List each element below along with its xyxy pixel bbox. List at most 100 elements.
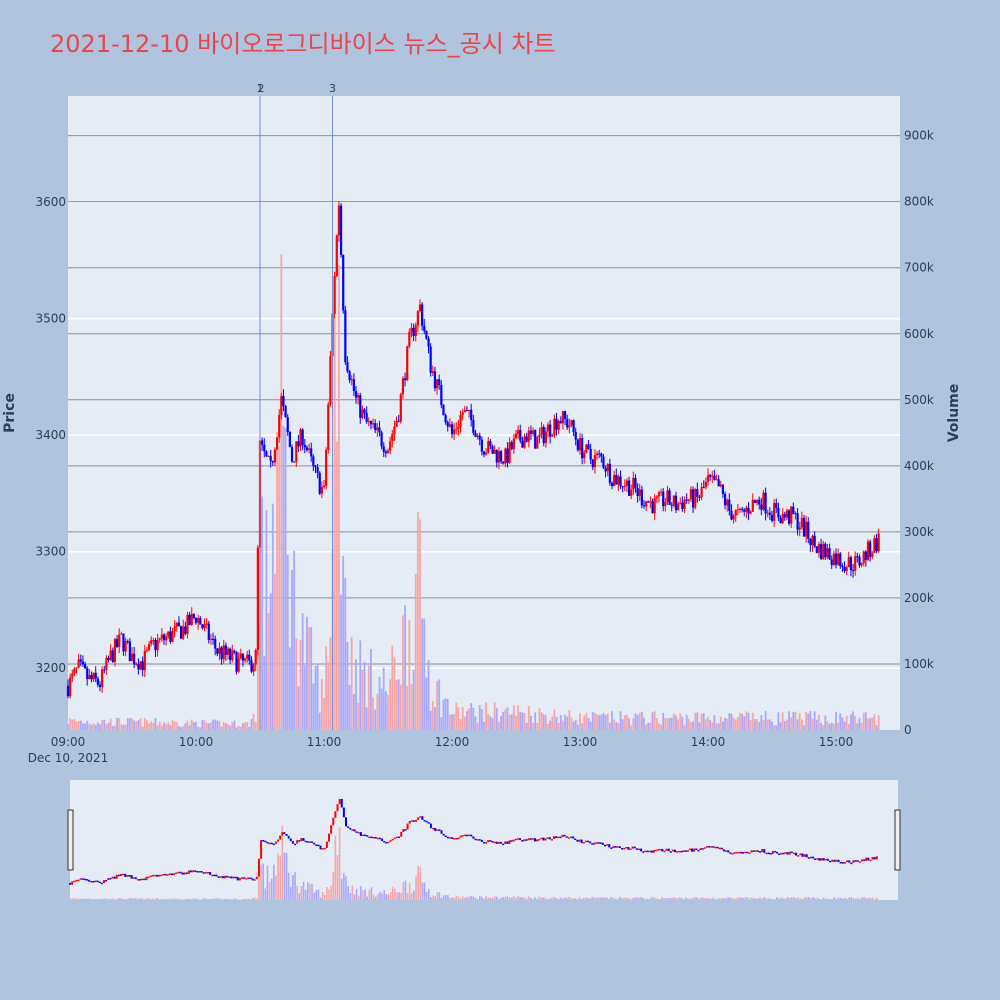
range-slider-candle bbox=[90, 881, 93, 883]
range-slider-volume-bar bbox=[224, 898, 226, 900]
range-slider-volume-bar bbox=[521, 897, 524, 900]
volume-bar bbox=[244, 722, 246, 730]
range-slider-volume-bar bbox=[659, 899, 662, 900]
range-slider-candle bbox=[538, 838, 541, 841]
range-slider-candle bbox=[570, 836, 573, 838]
volume-bar bbox=[438, 679, 441, 730]
range-slider-volume-bar bbox=[266, 865, 269, 900]
candle-body bbox=[88, 675, 91, 680]
range-slider-volume-bar bbox=[557, 898, 560, 900]
x-tick-label: 11:00 bbox=[307, 735, 342, 749]
volume-bar bbox=[88, 723, 91, 730]
range-slider-volume-bar bbox=[268, 881, 271, 900]
candle-body bbox=[510, 442, 513, 450]
range-slider-volume-bar bbox=[466, 897, 468, 900]
range-slider-volume-bar bbox=[166, 899, 169, 900]
range-slider-candle bbox=[587, 840, 590, 843]
range-slider-volume-bar bbox=[699, 897, 702, 900]
volume-bar bbox=[517, 705, 520, 730]
volume-bar bbox=[734, 719, 737, 730]
range-slider-volume-bar bbox=[574, 898, 577, 900]
candle-body bbox=[410, 327, 413, 332]
range-slider-candle bbox=[697, 849, 700, 852]
range-slider-candle bbox=[525, 839, 528, 841]
range-slider-candle bbox=[865, 857, 868, 861]
volume-bar bbox=[231, 722, 234, 730]
range-slider-volume-bar bbox=[827, 899, 829, 900]
range-slider-candle bbox=[771, 850, 774, 855]
range-slider-candle bbox=[729, 852, 732, 854]
range-slider-candle bbox=[860, 859, 863, 862]
candle-body bbox=[322, 485, 326, 488]
range-slider-right-handle[interactable] bbox=[894, 809, 901, 871]
candle-body bbox=[459, 415, 462, 427]
volume-bar bbox=[410, 684, 413, 730]
range-slider-volume-bar bbox=[394, 888, 396, 900]
candle-body bbox=[491, 446, 494, 454]
range-slider-candle bbox=[463, 834, 466, 837]
candle-body bbox=[864, 551, 867, 560]
volume-bar bbox=[229, 725, 232, 730]
volume-bar bbox=[402, 615, 404, 730]
range-slider-candle bbox=[158, 874, 161, 877]
volume-bar bbox=[581, 723, 584, 730]
volume-bar bbox=[440, 717, 443, 730]
range-slider-candle bbox=[122, 873, 125, 876]
range-slider-candle bbox=[608, 844, 611, 848]
range-slider-candle bbox=[134, 877, 137, 880]
volume-bar bbox=[436, 680, 438, 730]
range-slider-candle bbox=[315, 844, 318, 846]
range-slider-candle bbox=[576, 839, 579, 842]
range-slider-volume-bar bbox=[701, 897, 704, 900]
candle-body bbox=[613, 475, 616, 486]
volume-bar bbox=[169, 725, 172, 730]
range-slider-candle bbox=[408, 821, 411, 824]
range-slider-volume-bar bbox=[360, 886, 362, 900]
volume-bar bbox=[508, 714, 511, 730]
y-tick-label: 3600 bbox=[35, 195, 66, 209]
candle-body bbox=[595, 453, 599, 456]
range-slider-left-handle[interactable] bbox=[67, 809, 74, 871]
volume-bar bbox=[427, 660, 430, 730]
volume-bar bbox=[803, 725, 805, 730]
range-slider-volume-bar bbox=[865, 898, 867, 900]
volume-bar bbox=[335, 441, 338, 730]
candle-body bbox=[713, 475, 716, 480]
candle-body bbox=[566, 419, 569, 428]
range-slider-candle bbox=[485, 842, 488, 844]
range-slider-candle bbox=[378, 837, 381, 840]
range-slider-background[interactable] bbox=[70, 780, 898, 900]
range-slider-volume-bar bbox=[487, 897, 490, 900]
candle-body bbox=[706, 475, 710, 482]
volume-bar bbox=[751, 712, 754, 730]
candle-body bbox=[508, 442, 511, 463]
range-slider-candle bbox=[765, 852, 768, 855]
range-slider-candle bbox=[145, 876, 148, 881]
range-slider-volume-bar bbox=[532, 898, 534, 900]
range-slider-volume-bar bbox=[118, 898, 120, 900]
range-slider-volume-bar bbox=[746, 897, 749, 900]
range-slider-volume-bar bbox=[708, 898, 710, 900]
range-slider-volume-bar bbox=[126, 899, 129, 900]
range-slider-volume-bar bbox=[769, 898, 772, 900]
candle-body bbox=[770, 514, 774, 521]
range-slider-volume-bar bbox=[323, 895, 326, 900]
candle-body bbox=[256, 547, 259, 651]
volume-bar bbox=[523, 713, 526, 730]
range-slider-volume-bar bbox=[124, 899, 126, 900]
range-slider-volume-bar bbox=[145, 898, 148, 900]
volume-bar bbox=[549, 720, 552, 730]
volume-bar bbox=[572, 721, 575, 730]
range-slider-candle bbox=[342, 807, 345, 818]
volume-bar bbox=[318, 712, 321, 730]
range-slider-handles bbox=[67, 809, 901, 871]
volume-bar bbox=[792, 711, 795, 730]
candle-body bbox=[325, 449, 328, 486]
range-slider-candle bbox=[143, 878, 146, 881]
range-slider-candle bbox=[674, 849, 677, 853]
range-slider-candle bbox=[775, 851, 778, 854]
candle-body bbox=[316, 467, 319, 473]
range-slider-volume-bar bbox=[576, 899, 579, 900]
volume-bar bbox=[357, 702, 360, 730]
range-slider-volume-bar bbox=[330, 885, 332, 900]
